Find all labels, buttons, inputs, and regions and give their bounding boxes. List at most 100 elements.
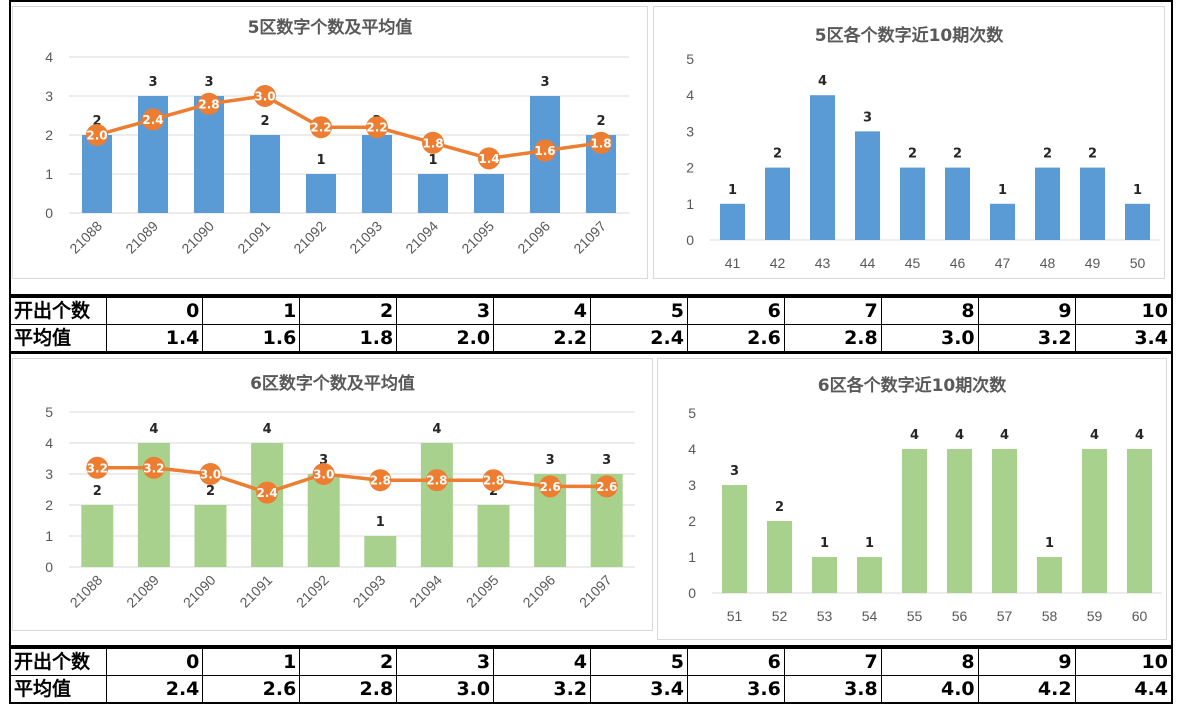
bar [307, 474, 340, 567]
y-tick-label: 2 [688, 513, 696, 529]
x-tick-label: 21088 [67, 572, 106, 611]
zone6-count-cell: 2 [299, 647, 398, 676]
zone5-stats-table: 开出个数 0 1 2 3 4 5 6 7 8 9 10 平均值 1.4 1.6 … [9, 296, 1173, 353]
bar-data-label: 1 [1133, 183, 1142, 198]
average-marker [369, 469, 392, 492]
zone6-count-row: 开出个数 0 1 2 3 4 5 6 7 8 9 10 [9, 647, 1173, 676]
average-data-label: 2.8 [426, 474, 447, 488]
y-tick-label: 4 [45, 435, 53, 451]
bar [418, 174, 448, 213]
bar-data-label: 2 [206, 484, 215, 499]
y-tick-label: 0 [686, 232, 694, 248]
bar-data-label: 2 [1088, 147, 1097, 162]
average-data-label: 1.6 [534, 144, 555, 158]
zone6-count-cell: 5 [590, 647, 688, 676]
bar [194, 96, 224, 213]
bar-data-label: 2 [260, 114, 269, 129]
zone6-avg-chart-title: 6区数字个数及平均值 [250, 374, 415, 394]
zone5-chart-block: 5区数字个数及平均值 0 1 2 3 4 21088 21089 21090 21091 2109… [9, 0, 1173, 296]
bar-data-label: 2 [596, 114, 605, 129]
zone5-avg-cell: 3.2 [977, 324, 1076, 353]
zone6-avg-cell: 2.4 [105, 675, 204, 704]
bar-data-label: 2 [92, 114, 101, 129]
x-tick-label: 46 [950, 255, 966, 271]
bar-data-label: 4 [263, 422, 272, 437]
y-tick-label: 5 [688, 405, 696, 421]
x-tick-label: 54 [862, 608, 878, 624]
bar-data-label: 2 [93, 484, 102, 499]
y-tick-label: 2 [45, 497, 53, 513]
y-tick-label: 1 [688, 549, 696, 565]
zone6-avg-row: 平均值 2.4 2.6 2.8 3.0 3.2 3.4 3.6 3.8 4.0 … [9, 675, 1173, 704]
average-data-label: 1.8 [422, 136, 443, 150]
x-tick-label: 21097 [570, 218, 609, 257]
bar-data-label: 3 [319, 453, 328, 468]
x-tick-label: 21097 [576, 572, 615, 611]
average-marker [86, 124, 108, 146]
zone6-avg-cell: 4.0 [880, 675, 979, 704]
bar [947, 449, 972, 593]
zone6-avg-cell: 4.4 [1074, 675, 1173, 704]
y-tick-label: 3 [688, 477, 696, 493]
average-data-label: 2.8 [370, 474, 391, 488]
x-tick-label: 58 [1042, 608, 1058, 624]
zone5-avg-row: 平均值 1.4 1.6 1.8 2.0 2.2 2.4 2.6 2.8 3.0 … [9, 324, 1173, 353]
bar-data-label: 2 [775, 500, 784, 515]
zone5-count-row-label: 开出个数 [9, 296, 107, 325]
zone5-freq-chart-title: 5区各个数字近10期次数 [814, 26, 1004, 46]
zone6-count-cell: 6 [686, 647, 785, 676]
y-tick-label: 4 [686, 87, 694, 103]
zone5-count-cell: 7 [783, 296, 882, 325]
bar-data-label: 1 [1045, 536, 1054, 551]
bar-data-label: 2 [1043, 147, 1052, 162]
average-data-label: 3.2 [87, 461, 108, 475]
average-data-label: 3.0 [313, 468, 334, 482]
zone6-avg-cell: 3.6 [686, 675, 785, 704]
zone5-count-cell: 2 [299, 296, 398, 325]
zone5-avg-row-label: 平均值 [9, 324, 107, 353]
bar-data-label: 3 [546, 453, 555, 468]
y-tick-label: 3 [686, 123, 694, 139]
y-tick-label: 4 [45, 49, 53, 65]
y-tick-label: 4 [688, 441, 696, 457]
x-tick-label: 21095 [463, 572, 502, 611]
x-tick-label: 49 [1085, 255, 1101, 271]
zone5-avg-cell: 2.4 [590, 324, 688, 353]
bar [722, 485, 747, 593]
average-marker [534, 139, 556, 162]
zone6-avg-cell: 3.0 [396, 675, 495, 704]
y-tick-label: 3 [45, 466, 53, 482]
x-tick-label: 21091 [234, 218, 273, 257]
bar [306, 174, 336, 213]
bar [902, 449, 927, 593]
zone5-count-cell: 9 [977, 296, 1076, 325]
zone6-avg-cell: 2.6 [202, 675, 301, 704]
bar-data-label: 3 [863, 110, 872, 125]
average-marker [198, 92, 220, 115]
x-tick-label: 57 [997, 608, 1013, 624]
bar [767, 521, 792, 593]
bar-data-label: 1 [998, 183, 1007, 198]
bar [1080, 167, 1105, 240]
zone5-avg-chart: 5区数字个数及平均值 0 1 2 3 4 21088 21089 21090 21091 2109… [12, 6, 648, 279]
x-tick-label: 59 [1087, 608, 1103, 624]
bar [857, 557, 882, 593]
zone5-count-cell: 8 [880, 296, 979, 325]
bar-data-label: 1 [820, 536, 829, 551]
average-marker [199, 463, 222, 485]
x-tick-label: 21094 [402, 218, 441, 257]
bar-data-label: 4 [1090, 428, 1099, 443]
x-tick-label: 51 [727, 608, 743, 624]
zone5-avg-cell: 2.6 [686, 324, 785, 353]
bar-data-label: 3 [540, 75, 549, 90]
x-tick-label: 21093 [350, 572, 389, 611]
zone6-count-cell: 3 [396, 647, 495, 676]
average-data-label: 2.6 [539, 480, 560, 494]
bar-data-label: 3 [204, 75, 213, 90]
zone6-avg-chart: 6区数字个数及平均值 0 1 2 3 4 5 21088 21089 21090 21091 210… [12, 358, 653, 631]
bar-data-label: 3 [148, 75, 157, 90]
bar [82, 135, 112, 213]
zone5-avg-cell: 3.4 [1074, 324, 1173, 353]
y-tick-label: 0 [45, 205, 53, 221]
zone5-count-cell: 5 [590, 296, 688, 325]
